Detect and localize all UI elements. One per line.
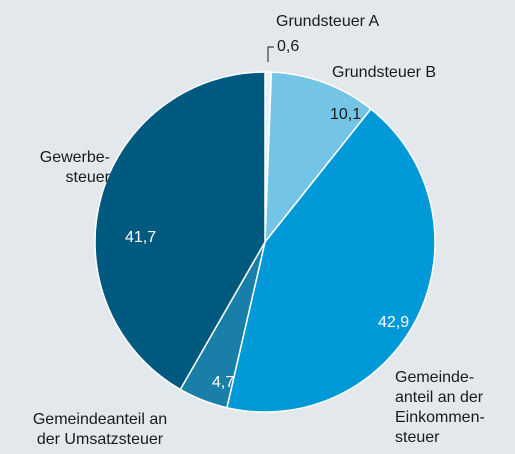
category-label: Gewerbe-steuer	[40, 149, 111, 186]
pie-slice	[94, 71, 266, 391]
value-label: 42,9	[378, 314, 409, 331]
value-label: 10,1	[330, 106, 361, 123]
category-label: Gemeindeanteil an der Umsatzsteuer	[33, 411, 167, 448]
value-label: 0,6	[277, 38, 299, 55]
category-label: Grundsteuer B	[332, 64, 436, 81]
pie-slice	[225, 107, 436, 413]
value-label: 4,7	[212, 374, 234, 391]
value-label: 41,7	[125, 229, 156, 246]
category-label: Grundsteuer A	[276, 13, 380, 30]
pie-slice	[264, 71, 372, 245]
leader-line	[267, 46, 274, 62]
category-label: Gemeinde-anteil an der Einkommen-steuer	[395, 369, 485, 446]
